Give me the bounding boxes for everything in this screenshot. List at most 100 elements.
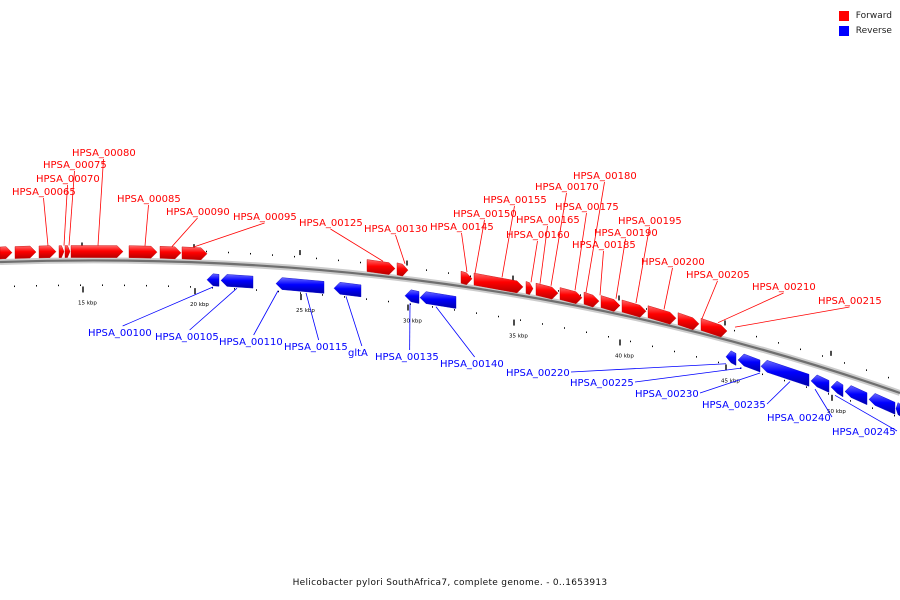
minor-tick xyxy=(756,335,757,338)
minor-tick xyxy=(630,340,631,343)
forward-gene-label: HPSA_00150 xyxy=(453,209,517,220)
forward-leader-line xyxy=(701,280,718,319)
reverse-gene-label: HPSA_00220 xyxy=(506,368,570,379)
scale-label: 25 kbp xyxy=(296,308,315,314)
forward-leader-line xyxy=(635,226,650,304)
reverse-swatch xyxy=(838,25,849,36)
forward-leader-line xyxy=(585,181,605,293)
forward-gene-label: HPSA_00075 xyxy=(43,160,107,171)
minor-tick xyxy=(806,386,807,388)
forward-leader-line xyxy=(734,306,850,328)
forward-gene-label: HPSA_00065 xyxy=(12,187,76,198)
minor-tick xyxy=(800,348,801,351)
minor-tick xyxy=(828,393,829,395)
forward-gene-arrow xyxy=(583,291,600,308)
forward-gene-arrow xyxy=(647,305,677,325)
reverse-gene-arrow xyxy=(206,273,220,287)
minor-tick xyxy=(228,251,229,254)
minor-tick xyxy=(278,290,279,293)
forward-gene-label: HPSA_00210 xyxy=(752,282,816,293)
minor-tick xyxy=(272,254,273,256)
reverse-gene-label: HPSA_00115 xyxy=(284,342,348,353)
legend: Forward Reverse xyxy=(838,8,892,38)
minor-tick xyxy=(454,309,455,311)
reverse-leader-line xyxy=(699,372,761,394)
forward-gene-label: HPSA_00175 xyxy=(555,202,619,213)
forward-leader-line xyxy=(717,292,784,324)
minor-tick xyxy=(256,289,257,291)
minor-tick xyxy=(316,257,317,260)
minor-tick xyxy=(586,331,587,334)
reverse-gene-label: HPSA_00140 xyxy=(440,359,504,370)
reverse-leader-line xyxy=(634,367,743,383)
forward-gene-label: HPSA_00185 xyxy=(572,240,636,251)
forward-gene-label: HPSA_00070 xyxy=(36,174,100,185)
forward-gene-arrow xyxy=(600,295,621,312)
forward-gene-arrow xyxy=(460,270,473,286)
forward-gene-label: HPSA_00165 xyxy=(516,215,580,226)
forward-gene-label: HPSA_00155 xyxy=(483,195,547,206)
scale-label: 40 kbp xyxy=(615,353,634,359)
forward-gene-label: HPSA_00190 xyxy=(594,228,658,239)
legend-forward: Forward xyxy=(838,8,892,23)
forward-gene-arrow xyxy=(64,245,71,258)
minor-tick xyxy=(822,355,823,357)
reverse-gene-label: gltA xyxy=(348,348,368,359)
reverse-gene-label: HPSA_00235 xyxy=(702,400,766,411)
reverse-gene-arrow xyxy=(737,353,761,373)
minor-tick xyxy=(646,308,647,310)
forward-gene-arrow xyxy=(14,245,37,259)
reverse-gene-arrow xyxy=(844,385,868,406)
minor-tick xyxy=(784,379,785,382)
forward-gene-arrow xyxy=(38,245,57,259)
reverse-gene-arrow xyxy=(725,350,737,366)
minor-tick xyxy=(410,303,411,305)
minor-tick xyxy=(674,350,675,353)
minor-tick xyxy=(366,298,367,300)
scale-label: 15 kbp xyxy=(78,300,97,306)
reverse-gene-label: HPSA_00225 xyxy=(570,378,634,389)
reverse-leader-line xyxy=(570,363,727,373)
genome-backbone xyxy=(0,257,900,396)
scale-label: 45 kbp xyxy=(721,378,740,384)
reverse-leader-line xyxy=(834,394,898,432)
reverse-gene-arrow xyxy=(760,360,810,387)
forward-swatch xyxy=(838,10,849,21)
forward-gene-label: HPSA_00195 xyxy=(618,216,682,227)
minor-tick xyxy=(432,306,433,308)
reverse-gene-label: HPSA_00100 xyxy=(88,328,152,339)
minor-tick xyxy=(344,296,345,298)
minor-tick xyxy=(608,335,609,338)
minor-tick xyxy=(14,285,15,288)
forward-gene-arrow xyxy=(559,287,583,304)
minor-tick xyxy=(250,252,251,255)
scale-label: 20 kbp xyxy=(190,302,209,308)
forward-leader-line xyxy=(43,197,49,246)
reverse-gene-arrow xyxy=(895,402,900,417)
reverse-leader-line xyxy=(305,292,320,341)
reverse-leader-line xyxy=(345,296,363,347)
minor-tick xyxy=(564,327,565,329)
reverse-leader-line xyxy=(189,287,238,331)
minor-tick xyxy=(844,362,845,364)
minor-tick xyxy=(212,287,213,289)
minor-tick xyxy=(652,345,653,348)
forward-gene-label: HPSA_00130 xyxy=(364,224,428,235)
forward-gene-label: HPSA_00205 xyxy=(686,270,750,281)
reverse-gene-arrow xyxy=(419,291,457,309)
forward-leader-line xyxy=(461,232,468,273)
forward-leader-line xyxy=(550,192,567,286)
forward-gene-label: HPSA_00180 xyxy=(573,171,637,182)
forward-gene-arrow xyxy=(396,262,409,277)
forward-gene-arrow xyxy=(0,246,13,260)
forward-leader-line xyxy=(501,205,515,278)
reverse-leader-line xyxy=(253,290,279,336)
legend-reverse: Reverse xyxy=(838,23,892,38)
minor-tick xyxy=(866,369,867,371)
minor-tick xyxy=(476,312,477,314)
forward-leader-line xyxy=(574,212,587,291)
minor-tick xyxy=(520,319,521,321)
scale-label: 30 kbp xyxy=(403,319,422,325)
forward-gene-label: HPSA_00170 xyxy=(535,182,599,193)
forward-gene-label: HPSA_00200 xyxy=(641,257,705,268)
